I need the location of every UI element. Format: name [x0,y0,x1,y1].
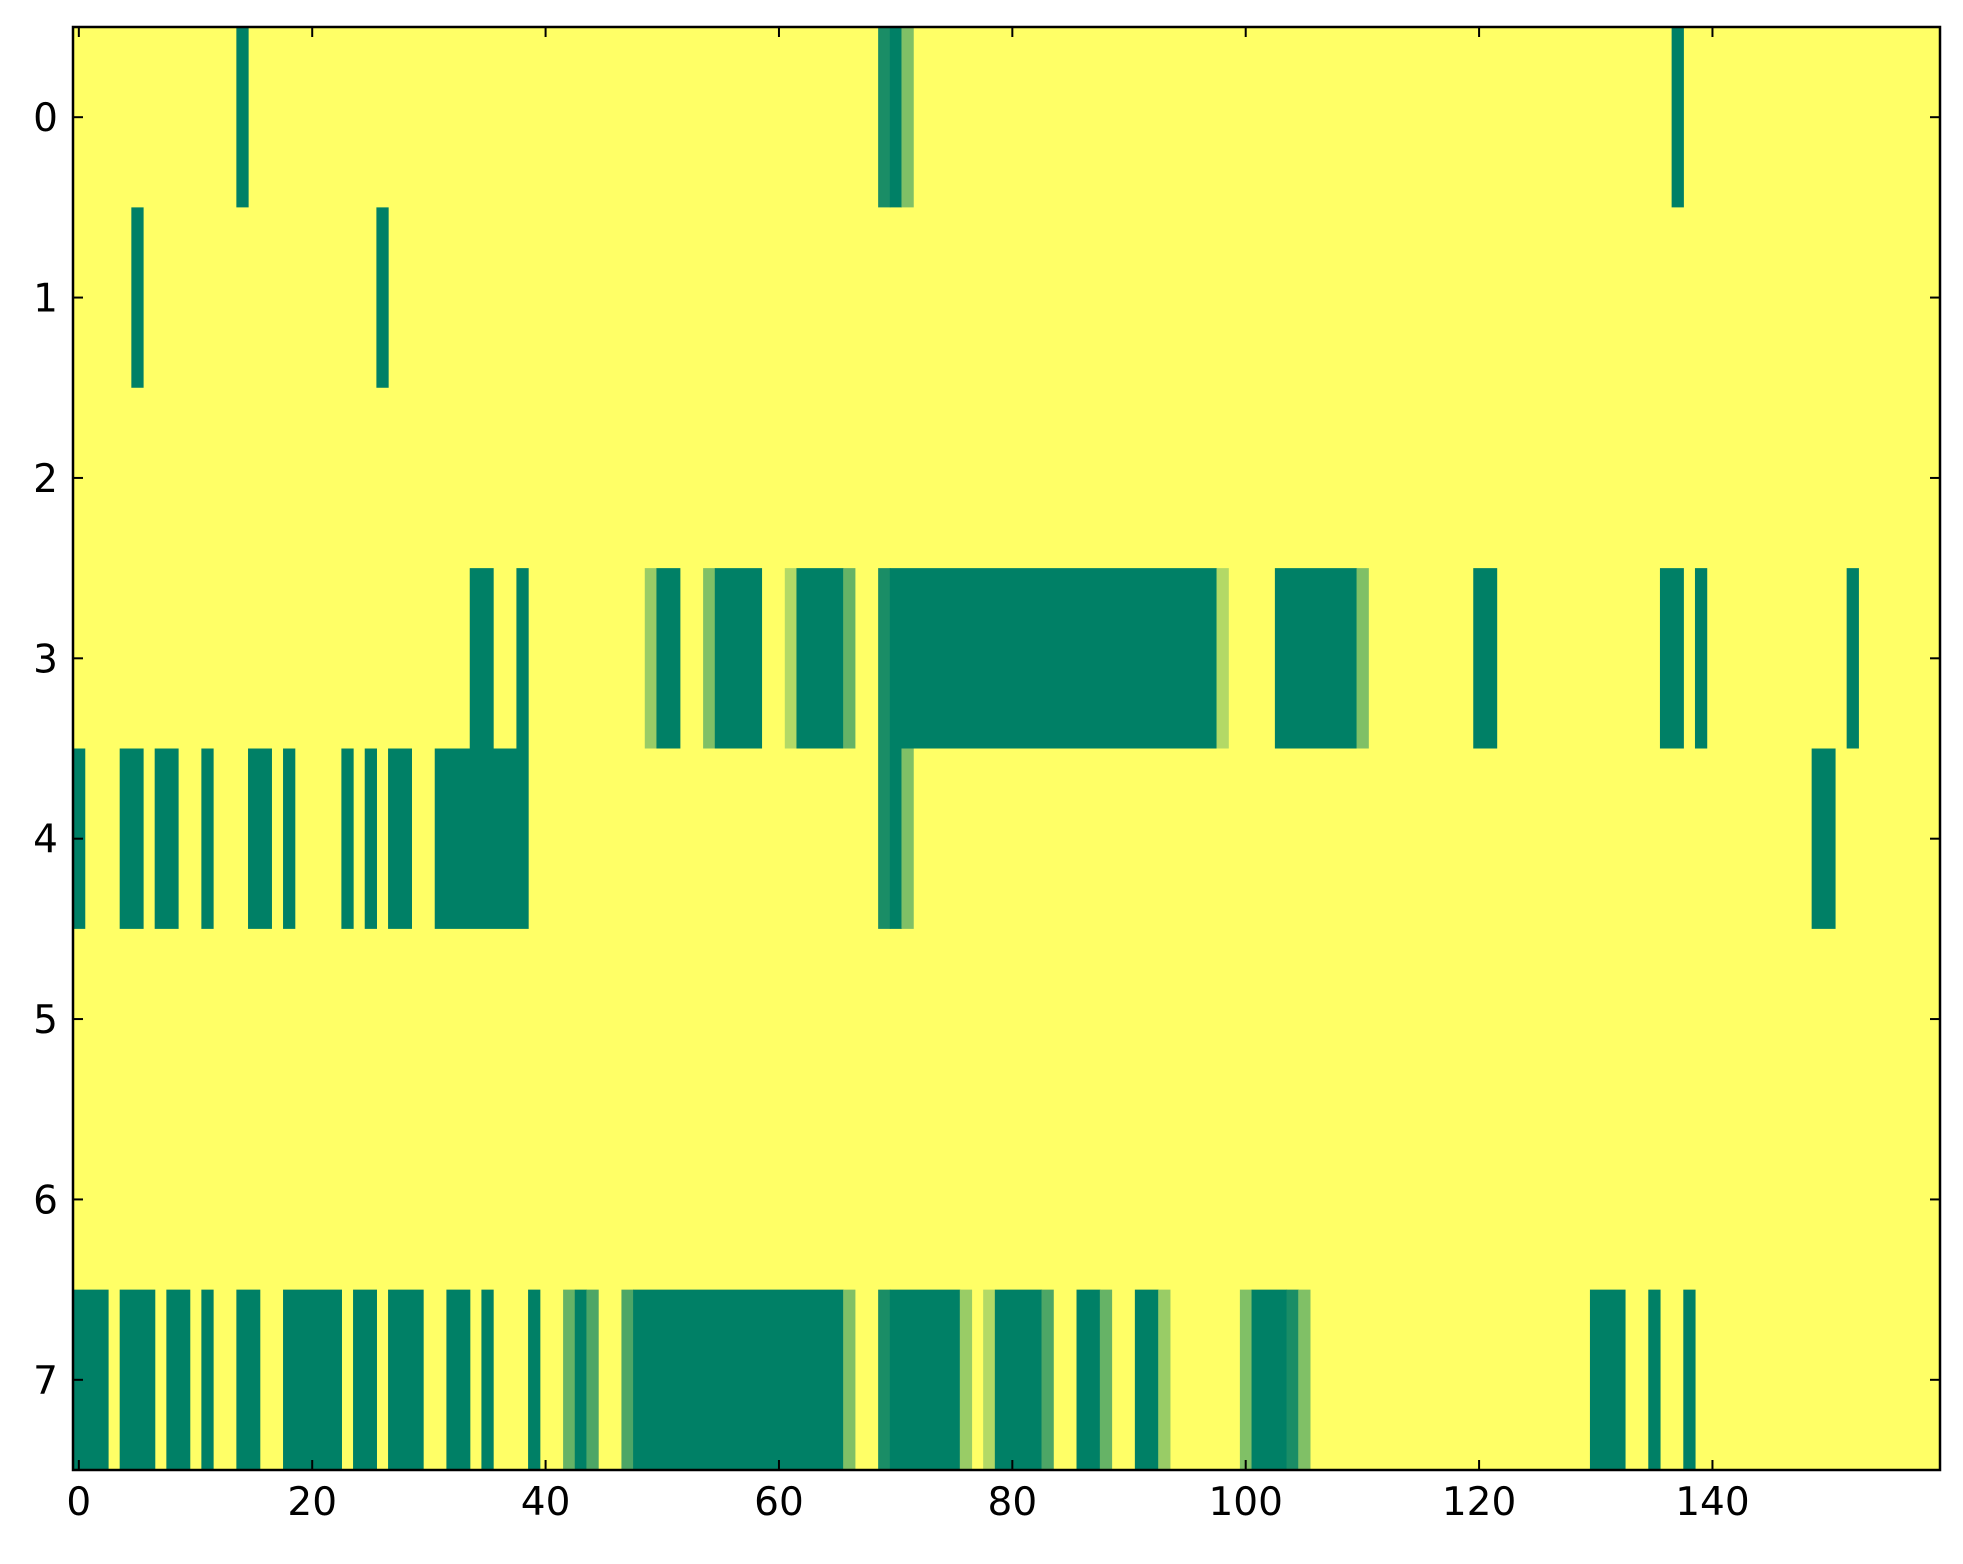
heatmap-cell [1659,568,1684,749]
y-tick-label: 4 [33,818,58,863]
heatmap-cell [889,568,1218,749]
x-tick-label: 80 [988,1480,1038,1525]
plot-area [73,27,1940,1471]
heatmap-cell [469,568,494,749]
heatmap-cell [796,568,844,749]
heatmap-cell [994,1289,1043,1471]
y-tick-label: 2 [33,457,58,502]
heatmap-cell [889,748,903,929]
heatmap-cell [959,1289,973,1471]
heatmap-cell [901,748,914,929]
heatmap-cell [1356,568,1369,749]
heatmap-cell [1216,568,1229,749]
y-axis: 0 1 2 3 4 5 6 7 [33,96,1940,1404]
y-tick-label: 1 [33,277,58,322]
heatmap-cell [236,27,249,208]
y-tick-label: 6 [33,1178,58,1223]
heatmap-cell [1683,1289,1696,1471]
heatmap-cell [376,207,389,388]
heatmap-cell [983,1289,996,1471]
x-axis: 0 20 40 60 80 100 120 140 [66,27,1750,1525]
heatmap-cell [784,568,798,749]
heatmap-cell [119,748,144,929]
heatmap-cell [563,1289,576,1471]
x-tick-label: 40 [521,1480,571,1525]
heatmap-cell [516,568,529,749]
heatmap-cell [528,1289,541,1471]
heatmap-cell [901,27,914,208]
heatmap-cell [656,568,681,749]
x-tick-label: 0 [66,1480,91,1525]
heatmap-cell [201,748,214,929]
heatmap-cell [878,748,891,929]
y-tick-label: 7 [33,1359,58,1404]
heatmap-cell [574,1289,588,1471]
heatmap-cell [714,568,763,749]
heatmap-cell [283,1289,342,1471]
heatmap-cell [1286,1289,1299,1471]
heatmap-cell [1473,568,1498,749]
heatmap-cell [633,1289,844,1471]
heatmap-cell [703,568,716,749]
heatmap-cell [364,748,377,929]
heatmap-cell [119,1289,156,1471]
heatmap-cell [621,1289,634,1471]
heatmap-cell [1041,1289,1054,1471]
heatmap-cell [1251,1289,1288,1471]
heatmap-cell [644,568,658,749]
heatmap-cell [481,1289,494,1471]
heatmap-cell [201,1289,214,1471]
heatmap-cell [166,1289,191,1471]
y-tick-label: 0 [33,96,58,141]
heatmap-cell [878,27,891,208]
heatmap-cell [1076,1289,1101,1471]
heatmap-cell [154,748,179,929]
heatmap-cell [341,748,354,929]
heatmap-cell [1158,1289,1171,1471]
heatmap-cell [1589,1289,1626,1471]
heatmap-cell [283,748,296,929]
x-tick-label: 100 [1208,1480,1282,1525]
y-tick-label: 3 [33,637,58,682]
x-tick-label: 140 [1675,1480,1749,1525]
heatmap-cell [1811,748,1836,929]
heatmap-cell [586,1289,599,1471]
heatmap-cell [889,27,903,208]
y-tick-label: 5 [33,998,58,1043]
heatmap-cell [446,1289,471,1471]
x-tick-label: 60 [754,1480,804,1525]
heatmap-cell [878,1289,891,1471]
plot-frame [71,25,1942,1472]
heatmap-cell [1239,1289,1253,1471]
heatmap-cell [843,1289,856,1471]
heatmap-cell [843,568,856,749]
heatmap-cell [388,1289,424,1471]
heatmap-cell [878,568,891,749]
heatmap-cell [1134,1289,1159,1471]
heatmap-cell [131,207,144,388]
heatmap-cell [1694,568,1708,749]
heatmap-cell [248,748,272,929]
x-tick-label: 120 [1442,1480,1516,1525]
heatmap-cell [353,1289,377,1471]
heatmap-cell [236,1289,261,1471]
heatmap-cell [1846,568,1859,749]
heatmap-cell [1099,1289,1113,1471]
heatmap-cells [73,27,1859,1471]
heatmap-cell [388,748,412,929]
x-tick-label: 20 [287,1480,337,1525]
heatmap-cell [889,1289,961,1471]
heatmap-cell [1274,568,1358,749]
heatmap-cell [1648,1289,1661,1471]
heatmap-cell [1671,27,1684,208]
heatmap-cell [1298,1289,1311,1471]
heatmap-cell [434,748,529,929]
